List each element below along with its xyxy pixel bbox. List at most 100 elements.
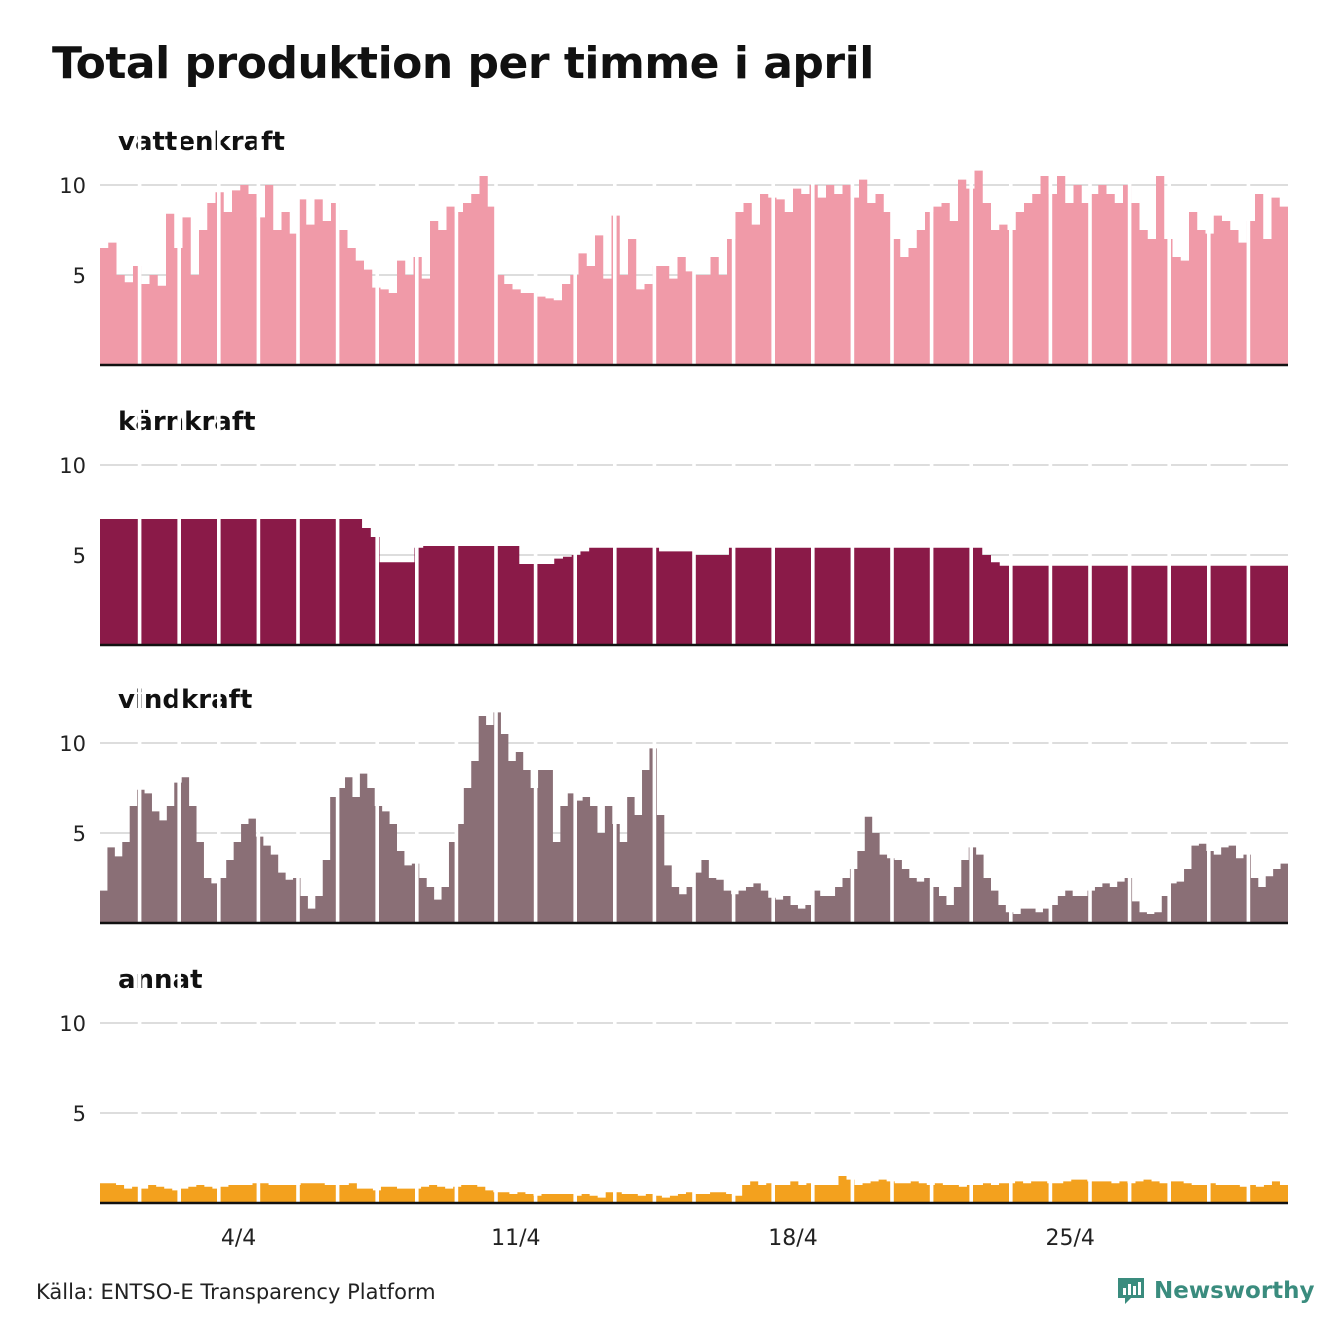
day-separator <box>533 963 538 1203</box>
day-separator <box>1167 125 1171 365</box>
day-separator <box>375 405 379 645</box>
x-tick-label: 18/4 <box>768 1226 817 1251</box>
day-separator <box>533 683 538 923</box>
day-separator <box>296 963 300 1203</box>
day-separator <box>652 963 657 1203</box>
y-tick-label: 10 <box>59 1012 86 1036</box>
day-separator <box>415 405 419 645</box>
day-separator <box>296 405 300 645</box>
day-separator <box>771 405 775 645</box>
day-separator <box>811 683 815 923</box>
day-separator <box>494 405 498 645</box>
day-separator <box>573 963 577 1203</box>
day-separator <box>217 963 221 1203</box>
day-separator <box>177 405 181 645</box>
day-separator <box>1207 125 1211 365</box>
day-separator <box>137 963 142 1203</box>
brand-logo: Newsworthy <box>1116 1276 1315 1306</box>
day-separator <box>137 125 142 365</box>
day-separator <box>890 125 894 365</box>
day-separator <box>1127 125 1132 365</box>
day-separator <box>969 683 973 923</box>
day-separator <box>731 125 736 365</box>
y-tick-label: 10 <box>59 732 86 756</box>
day-separator <box>969 405 973 645</box>
day-separator <box>296 683 300 923</box>
day-separator <box>177 683 181 923</box>
day-separator <box>1009 963 1013 1203</box>
chart-title: Total produktion per timme i april <box>52 38 874 89</box>
day-separator <box>850 405 855 645</box>
day-separator <box>1167 405 1171 645</box>
day-separator <box>335 683 340 923</box>
day-separator <box>335 405 340 645</box>
day-separator <box>533 125 538 365</box>
y-tick-label: 5 <box>73 264 86 288</box>
day-separator <box>652 125 657 365</box>
day-separator <box>573 683 577 923</box>
source-note: Källa: ENTSO-E Transparency Platform <box>36 1280 436 1304</box>
day-separator <box>850 125 855 365</box>
day-separator <box>335 125 340 365</box>
day-separator <box>335 963 340 1203</box>
series-label: annat <box>118 965 203 995</box>
day-separator <box>771 125 775 365</box>
day-separator <box>494 683 498 923</box>
x-tick-label: 4/4 <box>221 1226 256 1251</box>
day-separator <box>454 963 459 1203</box>
day-separator <box>969 125 973 365</box>
series-area-2 <box>100 712 1288 923</box>
day-separator <box>256 683 261 923</box>
day-separator <box>850 963 855 1203</box>
day-separator <box>494 125 498 365</box>
day-separator <box>1127 683 1132 923</box>
day-separator <box>929 405 934 645</box>
x-tick-label: 11/4 <box>491 1226 540 1251</box>
day-separator <box>890 683 894 923</box>
y-tick-label: 5 <box>73 822 86 846</box>
day-separator <box>1088 405 1092 645</box>
y-tick-label: 5 <box>73 544 86 568</box>
day-separator <box>415 963 419 1203</box>
day-separator <box>494 963 498 1203</box>
day-separator <box>1009 125 1013 365</box>
day-separator <box>1246 963 1251 1203</box>
day-separator <box>296 125 300 365</box>
y-tick-label: 10 <box>59 174 86 198</box>
day-separator <box>811 125 815 365</box>
day-separator <box>415 125 419 365</box>
day-separator <box>652 683 657 923</box>
day-separator <box>613 963 617 1203</box>
day-separator <box>1088 683 1092 923</box>
day-separator <box>454 125 459 365</box>
day-separator <box>177 125 181 365</box>
day-separator <box>613 125 617 365</box>
day-separator <box>1207 963 1211 1203</box>
day-separator <box>375 963 379 1203</box>
y-tick-label: 5 <box>73 1102 86 1126</box>
day-separator <box>1088 125 1092 365</box>
day-separator <box>731 405 736 645</box>
day-separator <box>256 963 261 1203</box>
day-separator <box>1048 683 1053 923</box>
day-separator <box>692 125 696 365</box>
day-separator <box>1048 963 1053 1203</box>
day-separator <box>731 683 736 923</box>
day-separator <box>811 963 815 1203</box>
day-separator <box>256 125 261 365</box>
day-separator <box>929 683 934 923</box>
day-separator <box>415 683 419 923</box>
day-separator <box>692 683 696 923</box>
day-separator <box>454 683 459 923</box>
day-separator <box>137 683 142 923</box>
day-separator <box>771 963 775 1203</box>
day-separator <box>652 405 657 645</box>
day-separator <box>533 405 538 645</box>
y-tick-label: 10 <box>59 454 86 478</box>
day-separator <box>256 405 261 645</box>
day-separator <box>1048 125 1053 365</box>
